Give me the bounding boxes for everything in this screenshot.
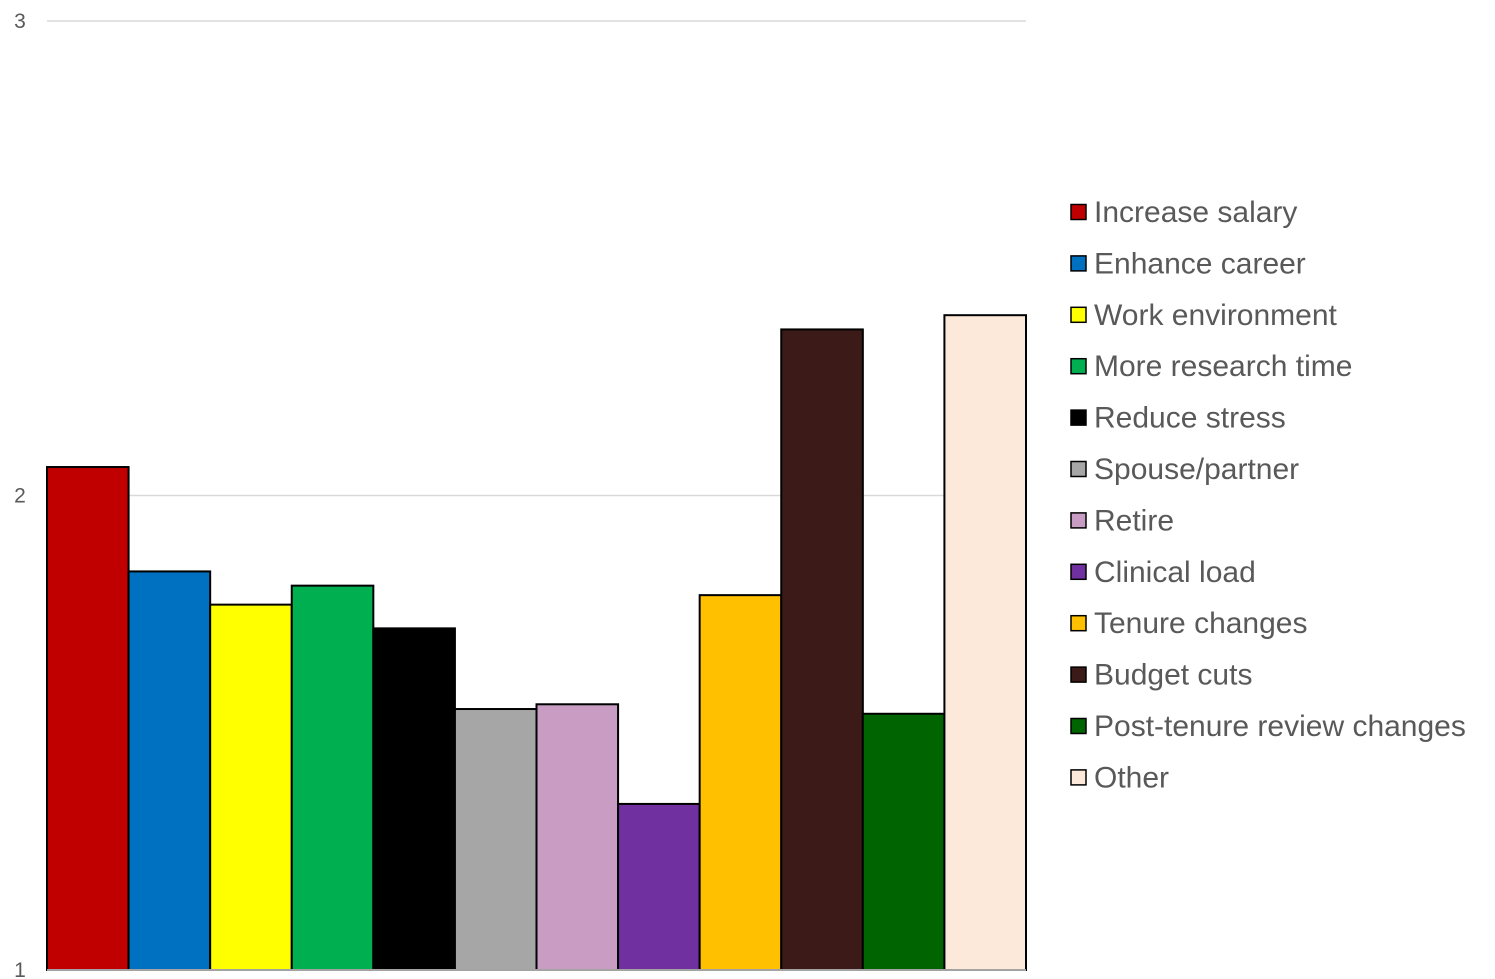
bar-increase-salary — [46, 466, 130, 971]
legend-item: Tenure changes — [1070, 607, 1308, 640]
bar-spouse-partner — [453, 708, 538, 972]
legend-swatch — [1070, 306, 1087, 324]
bar-other — [943, 314, 1028, 971]
legend-item: Work environment — [1070, 299, 1338, 332]
gridlines — [47, 20, 1026, 497]
bar-clinical-load — [617, 802, 701, 971]
y-tick-label: 2 — [14, 485, 26, 508]
legend-label: Clinical load — [1094, 556, 1256, 589]
legend-label: Work environment — [1094, 299, 1338, 332]
bar-enhance-career — [127, 570, 212, 971]
legend-item: Post-tenure review changes — [1070, 710, 1466, 743]
legend-swatch — [1070, 614, 1087, 632]
legend-item: Retire — [1070, 504, 1174, 537]
legend-label: Enhance career — [1094, 247, 1306, 280]
legend-item: Enhance career — [1070, 247, 1306, 280]
bar-budget-cuts — [780, 328, 864, 971]
bar-tenure-changes — [698, 594, 783, 972]
legend-label: Tenure changes — [1094, 607, 1308, 640]
legend-item: Increase salary — [1070, 196, 1297, 229]
legend-label: Reduce stress — [1094, 402, 1286, 435]
legend-swatch — [1070, 666, 1087, 683]
bar-post-tenure-review-changes — [861, 712, 946, 972]
legend-swatch — [1070, 460, 1087, 478]
legend-item: Reduce stress — [1070, 402, 1286, 435]
bar-work-environment — [209, 603, 293, 971]
legend-swatch — [1070, 769, 1087, 786]
bar-reduce-stress — [372, 627, 456, 971]
legend-label: Retire — [1094, 504, 1174, 537]
legend-item: More research time — [1070, 350, 1352, 383]
legend-swatch — [1070, 203, 1087, 221]
legend-swatch — [1070, 409, 1087, 426]
legend-label: Spouse/partner — [1094, 453, 1299, 486]
legend-item: Spouse/partner — [1070, 453, 1299, 486]
y-axis-ticks: 1 2 3 — [14, 10, 26, 979]
legend: Increase salary Enhance career Work enviro… — [1070, 196, 1466, 794]
y-tick-label: 3 — [14, 10, 26, 33]
legend-label: Post-tenure review changes — [1094, 710, 1466, 743]
legend-label: Increase salary — [1094, 196, 1297, 229]
legend-swatch — [1070, 717, 1087, 735]
y-tick-label: 1 — [14, 959, 26, 979]
legend-label: More research time — [1094, 350, 1352, 383]
bars — [46, 314, 1028, 972]
legend-swatch — [1070, 357, 1087, 375]
legend-label: Budget cuts — [1094, 659, 1252, 692]
legend-label: Other — [1094, 761, 1169, 794]
bar-retire — [535, 703, 620, 972]
legend-item: Budget cuts — [1070, 659, 1252, 692]
legend-item: Other — [1070, 761, 1169, 794]
legend-item: Clinical load — [1070, 556, 1256, 589]
legend-swatch — [1070, 512, 1087, 529]
bar-more-research-time — [290, 584, 375, 972]
legend-swatch — [1070, 255, 1087, 272]
legend-swatch — [1070, 563, 1087, 581]
